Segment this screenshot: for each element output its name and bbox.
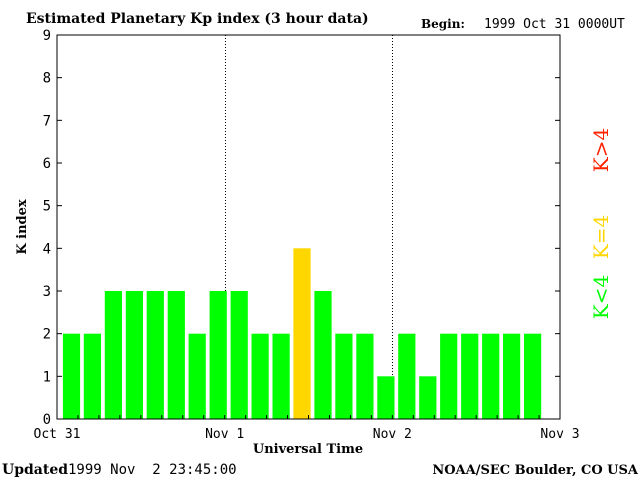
kp-bar [83,333,101,419]
begin-label: Begin: [421,17,465,31]
updated-label: Updated [2,462,68,478]
kp-bar [230,291,248,419]
y-tick-label: 6 [43,156,51,172]
bars [62,248,542,419]
kp-bar [188,333,206,419]
x-tick-label: Nov 3 [540,427,579,442]
kp-bar [167,291,185,419]
y-axis: 0 1 2 3 4 5 6 7 8 9 [43,28,560,428]
kp-bar [146,291,164,419]
grid-lines [225,35,393,419]
kp-bar [104,291,122,419]
y-axis-title: K index [15,199,30,255]
kp-bar [419,376,437,419]
kp-bar [272,333,290,419]
updated-value: 1999 Nov 2 23:45:00 [68,462,237,478]
x-tick-label: Nov 1 [205,427,244,442]
y-tick-label: 4 [43,241,51,257]
y-tick-label: 1 [43,369,51,385]
kp-bar [461,333,479,419]
legend-entry: K<4 [589,275,613,319]
y-tick-label: 3 [43,284,51,300]
x-tick-label: Oct 31 [34,427,81,442]
kp-bar [503,333,521,419]
kp-bar [209,291,227,419]
y-tick-label: 8 [43,71,51,87]
kp-bar [125,291,143,419]
y-tick-label: 7 [43,113,51,129]
x-axis: Oct 31 Nov 1 Nov 2 Nov 3 [34,415,580,442]
legend: K<4 K=4 K>4 [589,128,613,319]
kp-bar [293,248,311,419]
kp-bar [314,291,332,419]
chart-title: Estimated Planetary Kp index (3 hour dat… [26,11,369,27]
x-tick-label: Nov 2 [373,427,412,442]
kp-bar [524,333,542,419]
kp-bar [482,333,500,419]
y-tick-label: 9 [43,28,51,44]
legend-entry: K>4 [589,128,613,172]
kp-bar [335,333,353,419]
begin-value: 1999 Oct 31 0000UT [484,17,625,32]
y-tick-label: 2 [43,327,51,343]
kp-bar [62,333,81,419]
kp-bar [398,333,416,419]
y-tick-label: 5 [43,199,51,215]
kp-bar [356,333,374,419]
kp-bar [377,376,395,419]
kp-bar [440,333,458,419]
y-tick-label: 0 [43,412,51,428]
legend-entry: K=4 [589,215,613,259]
kp-bar [251,333,269,419]
x-axis-title: Universal Time [253,442,363,457]
credit-text: NOAA/SEC Boulder, CO USA [432,463,639,478]
